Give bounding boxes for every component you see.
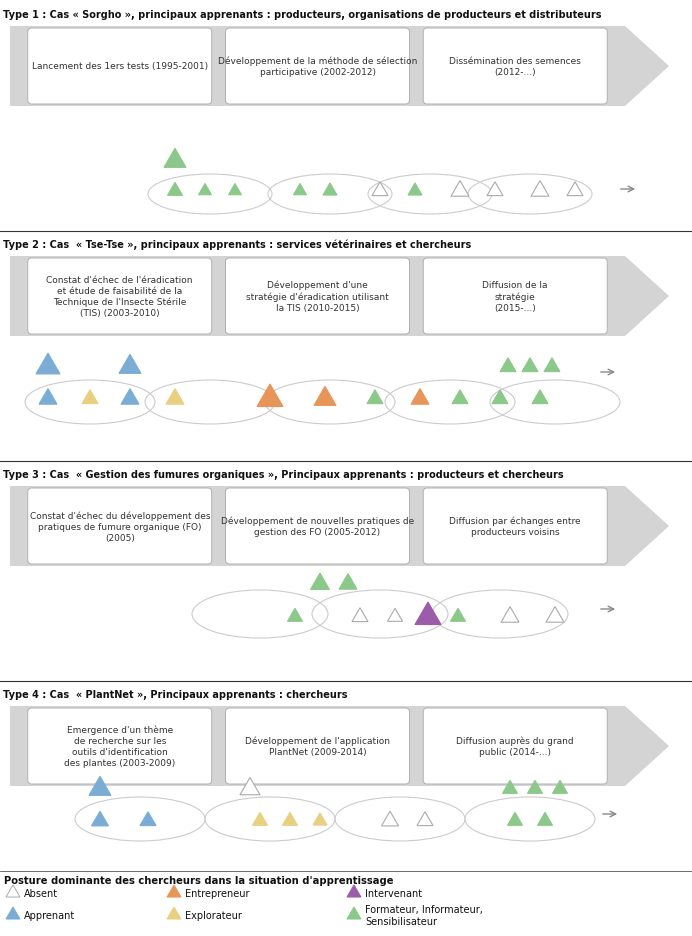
- FancyBboxPatch shape: [424, 258, 608, 335]
- Text: Constat d'échec de l'éradication
et étude de faisabilité de la
Technique de l'In: Constat d'échec de l'éradication et étud…: [46, 275, 193, 318]
- Text: Type 1 : Cas « Sorgho », principaux apprenants : producteurs, organisations de p: Type 1 : Cas « Sorgho », principaux appr…: [3, 10, 601, 20]
- Text: Type 2 : Cas  « Tse-Tse », principaux apprenants : services vétérinaires et cher: Type 2 : Cas « Tse-Tse », principaux app…: [3, 240, 471, 250]
- Polygon shape: [502, 781, 518, 794]
- Polygon shape: [311, 574, 329, 590]
- Polygon shape: [121, 389, 139, 404]
- Text: Développement d'une
stratégie d'éradication utilisant
la TIS (2010-2015): Développement d'une stratégie d'éradicat…: [246, 281, 389, 313]
- Text: Type 3 : Cas  « Gestion des fumures organiques », Principaux apprenants : produc: Type 3 : Cas « Gestion des fumures organ…: [3, 470, 563, 479]
- FancyBboxPatch shape: [424, 489, 608, 564]
- Polygon shape: [10, 707, 669, 786]
- Polygon shape: [487, 183, 503, 197]
- Polygon shape: [500, 358, 516, 373]
- Text: Dissémination des semences
(2012-...): Dissémination des semences (2012-...): [449, 57, 581, 77]
- Polygon shape: [6, 885, 20, 897]
- Polygon shape: [347, 907, 361, 919]
- FancyBboxPatch shape: [226, 489, 410, 564]
- Text: Type 4 : Cas  « PlantNet », Principaux apprenants : chercheurs: Type 4 : Cas « PlantNet », Principaux ap…: [3, 689, 347, 699]
- Text: Développement de l'application
PlantNet (2009-2014): Développement de l'application PlantNet …: [245, 736, 390, 756]
- Polygon shape: [450, 608, 466, 622]
- Polygon shape: [507, 812, 522, 826]
- Polygon shape: [492, 390, 508, 404]
- Polygon shape: [82, 390, 98, 404]
- Polygon shape: [313, 813, 327, 826]
- Polygon shape: [257, 385, 283, 407]
- Polygon shape: [36, 354, 60, 374]
- FancyBboxPatch shape: [28, 29, 212, 105]
- Polygon shape: [89, 777, 111, 796]
- Polygon shape: [347, 885, 361, 897]
- Polygon shape: [314, 387, 336, 406]
- Polygon shape: [91, 812, 109, 826]
- Polygon shape: [567, 183, 583, 197]
- Polygon shape: [119, 355, 141, 374]
- Polygon shape: [166, 389, 184, 404]
- Polygon shape: [417, 812, 433, 826]
- Text: Constat d'échec du développement des
pratiques de fumure organique (FO)
(2005): Constat d'échec du développement des pra…: [30, 511, 210, 542]
- Polygon shape: [546, 607, 564, 622]
- Polygon shape: [228, 184, 242, 196]
- Polygon shape: [6, 907, 20, 919]
- Text: Intervenant: Intervenant: [365, 888, 422, 898]
- Polygon shape: [253, 812, 268, 826]
- Polygon shape: [372, 183, 388, 197]
- FancyBboxPatch shape: [226, 709, 410, 784]
- Polygon shape: [544, 358, 560, 373]
- Polygon shape: [531, 182, 549, 197]
- Polygon shape: [167, 183, 183, 197]
- Text: Développement de nouvelles pratiques de
gestion des FO (2005-2012): Développement de nouvelles pratiques de …: [221, 516, 414, 536]
- Polygon shape: [287, 608, 302, 622]
- Polygon shape: [10, 256, 669, 337]
- Text: Absent: Absent: [24, 888, 58, 898]
- Polygon shape: [10, 27, 669, 107]
- FancyBboxPatch shape: [28, 489, 212, 564]
- Text: Explorateur: Explorateur: [185, 910, 242, 920]
- Polygon shape: [408, 183, 422, 196]
- Polygon shape: [167, 885, 181, 897]
- Polygon shape: [199, 184, 212, 196]
- FancyBboxPatch shape: [424, 709, 608, 784]
- Text: Emergence d'un thème
de recherche sur les
outils d'identification
des plantes (2: Emergence d'un thème de recherche sur le…: [64, 724, 175, 768]
- FancyBboxPatch shape: [28, 258, 212, 335]
- Polygon shape: [501, 607, 519, 622]
- Polygon shape: [522, 358, 538, 373]
- Polygon shape: [411, 389, 429, 404]
- Text: Lancement des 1ers tests (1995-2001): Lancement des 1ers tests (1995-2001): [32, 63, 208, 71]
- Text: Diffusion par échanges entre
producteurs voisins: Diffusion par échanges entre producteurs…: [449, 516, 581, 536]
- FancyBboxPatch shape: [424, 29, 608, 105]
- FancyBboxPatch shape: [226, 29, 410, 105]
- Text: Formateur, Informateur,
Sensibilisateur: Formateur, Informateur, Sensibilisateur: [365, 904, 483, 926]
- Polygon shape: [164, 149, 186, 168]
- Polygon shape: [451, 182, 469, 197]
- Polygon shape: [39, 389, 57, 404]
- Polygon shape: [282, 812, 298, 826]
- Polygon shape: [240, 778, 260, 795]
- Polygon shape: [381, 812, 399, 826]
- Polygon shape: [388, 608, 403, 622]
- Text: Développement de la méthode de sélection
participative (2002-2012): Développement de la méthode de sélection…: [218, 57, 417, 77]
- Polygon shape: [538, 812, 552, 826]
- Polygon shape: [10, 487, 669, 566]
- Polygon shape: [339, 574, 357, 590]
- Text: Diffusion de la
stratégie
(2015-...): Diffusion de la stratégie (2015-...): [482, 281, 548, 313]
- Polygon shape: [415, 603, 441, 625]
- Polygon shape: [293, 184, 307, 196]
- Text: Posture dominante des chercheurs dans la situation d'apprentissage: Posture dominante des chercheurs dans la…: [4, 875, 394, 885]
- Polygon shape: [552, 781, 567, 794]
- FancyBboxPatch shape: [226, 258, 410, 335]
- Text: Apprenant: Apprenant: [24, 910, 75, 920]
- Polygon shape: [452, 390, 468, 404]
- Polygon shape: [367, 390, 383, 404]
- Text: Diffusion auprès du grand
public (2014-...): Diffusion auprès du grand public (2014-.…: [457, 736, 574, 756]
- Polygon shape: [352, 608, 368, 622]
- Polygon shape: [167, 907, 181, 919]
- Text: Entrepreneur: Entrepreneur: [185, 888, 250, 898]
- Polygon shape: [532, 390, 548, 404]
- Polygon shape: [140, 812, 156, 826]
- Polygon shape: [323, 183, 337, 196]
- Polygon shape: [527, 781, 543, 794]
- FancyBboxPatch shape: [28, 709, 212, 784]
